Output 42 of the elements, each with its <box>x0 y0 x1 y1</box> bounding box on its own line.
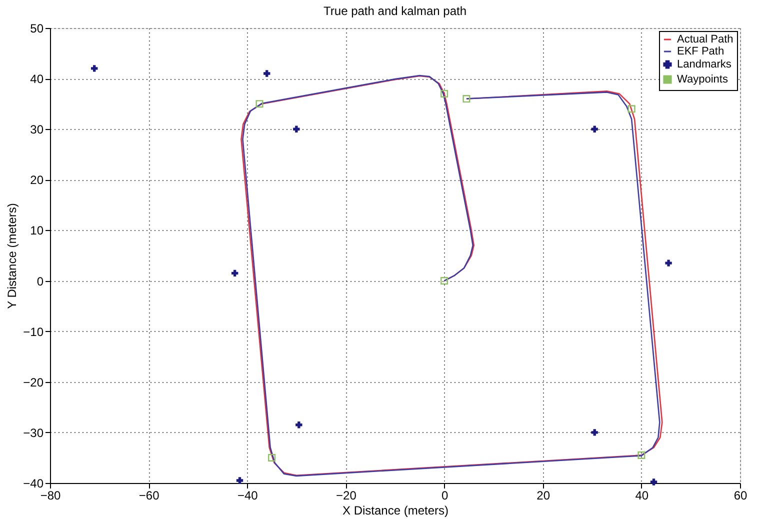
point <box>264 70 270 77</box>
y-axis-title: Y Distance (meters) <box>5 203 20 309</box>
y-tick-label: 40 <box>30 72 44 86</box>
point <box>440 90 448 98</box>
y-tick-label: −10 <box>23 324 44 339</box>
x-tick-label: 40 <box>635 488 649 502</box>
legend-label: Actual Path <box>677 34 734 46</box>
point <box>268 454 276 462</box>
point <box>296 422 302 428</box>
y-tick-label: 10 <box>30 224 44 238</box>
y-tick-label: −40 <box>23 476 44 490</box>
y-tick-label: 50 <box>30 22 44 36</box>
legend-label: Waypoints <box>677 74 728 86</box>
point <box>665 260 672 266</box>
x-tick-label: −20 <box>336 488 357 502</box>
point <box>231 270 238 277</box>
point <box>236 477 244 484</box>
point <box>91 65 98 72</box>
x-tick-label: −80 <box>40 488 61 502</box>
y-tick-label: 30 <box>30 122 44 137</box>
point <box>591 429 598 436</box>
point <box>650 478 658 486</box>
legend-label: Landmarks <box>677 58 732 70</box>
x-tick-label: −40 <box>237 488 258 502</box>
point <box>628 105 636 113</box>
y-tick-label: −20 <box>23 375 44 390</box>
x-tick-label: −60 <box>138 488 160 502</box>
point <box>591 126 598 132</box>
x-axis-title: X Distance (meters) <box>342 504 449 518</box>
legend-label: EKF Path <box>677 46 724 58</box>
point <box>638 451 646 459</box>
x-tick-label: 20 <box>536 488 550 502</box>
y-tick-label: −30 <box>23 426 44 440</box>
point <box>440 277 448 285</box>
point <box>462 95 470 103</box>
y-tick-label: 20 <box>30 173 44 188</box>
chart-title: True path and kalman path <box>324 4 466 18</box>
x-tick-label: 60 <box>734 488 748 502</box>
point <box>293 126 300 132</box>
x-tick-label: 0 <box>441 488 448 502</box>
y-tick-label: 0 <box>36 274 44 288</box>
point <box>256 100 264 108</box>
